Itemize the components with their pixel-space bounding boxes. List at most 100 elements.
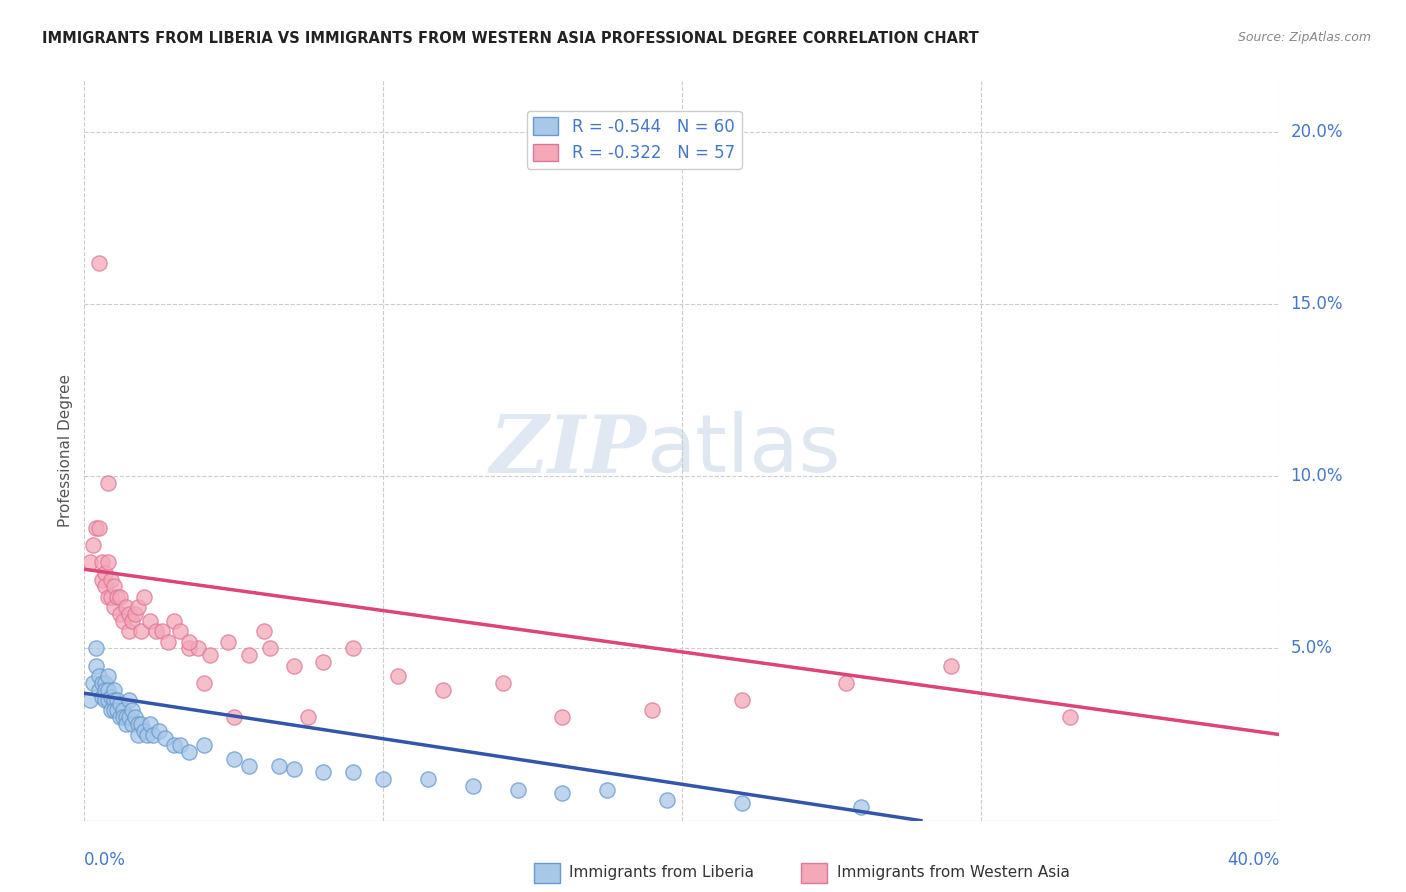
Point [259, 641, 281, 656]
Point [97, 555, 120, 569]
Point [103, 682, 125, 697]
Point [110, 710, 132, 724]
Point [124, 607, 146, 621]
Point [177, 745, 200, 759]
Point [283, 658, 305, 673]
Point [139, 717, 162, 731]
Point [129, 624, 152, 639]
Text: IMMIGRANTS FROM LIBERIA VS IMMIGRANTS FROM WESTERN ASIA PROFESSIONAL DEGREE CORR: IMMIGRANTS FROM LIBERIA VS IMMIGRANTS FR… [42, 31, 979, 46]
Point [139, 614, 162, 628]
Point [100, 703, 122, 717]
Y-axis label: Professional Degree: Professional Degree [58, 374, 73, 527]
Point [86, 641, 108, 656]
Text: atlas: atlas [647, 411, 841, 490]
Legend: R = -0.544   N = 60, R = -0.322   N = 57: R = -0.544 N = 60, R = -0.322 N = 57 [527, 111, 741, 169]
Point [97, 590, 120, 604]
Point [145, 624, 167, 639]
Point [731, 797, 754, 811]
Point [142, 727, 165, 741]
Point [238, 648, 260, 663]
Point [103, 693, 125, 707]
Point [267, 758, 290, 772]
Point [157, 634, 180, 648]
Point [97, 693, 120, 707]
Text: 40.0%: 40.0% [1227, 851, 1279, 869]
Point [105, 693, 128, 707]
Point [373, 772, 395, 787]
Point [115, 710, 138, 724]
Point [835, 676, 858, 690]
Point [79, 693, 101, 707]
Point [89, 521, 111, 535]
Text: 5.0%: 5.0% [1291, 640, 1333, 657]
Point [129, 717, 152, 731]
Point [238, 758, 260, 772]
Point [132, 590, 156, 604]
Point [312, 655, 335, 669]
Point [94, 676, 117, 690]
Text: Source: ZipAtlas.com: Source: ZipAtlas.com [1237, 31, 1371, 45]
Point [82, 676, 104, 690]
Point [79, 555, 101, 569]
Point [187, 641, 209, 656]
Point [121, 614, 143, 628]
Point [82, 538, 104, 552]
Point [89, 682, 111, 697]
Point [222, 752, 245, 766]
Point [150, 624, 173, 639]
Point [105, 590, 128, 604]
Point [97, 682, 120, 697]
Point [105, 703, 128, 717]
Point [100, 690, 122, 704]
Point [118, 710, 141, 724]
Point [506, 782, 529, 797]
Point [94, 693, 117, 707]
Point [124, 710, 146, 724]
Point [596, 782, 619, 797]
Point [342, 641, 364, 656]
Point [153, 731, 176, 745]
Point [118, 607, 141, 621]
Point [461, 779, 484, 793]
Point [112, 614, 135, 628]
Text: ZIP: ZIP [489, 412, 647, 489]
Text: Immigrants from Western Asia: Immigrants from Western Asia [837, 865, 1070, 880]
Point [110, 590, 132, 604]
Point [136, 727, 159, 741]
Point [148, 724, 170, 739]
Point [110, 607, 132, 621]
Point [551, 710, 574, 724]
Point [103, 579, 125, 593]
Point [432, 682, 454, 697]
Point [86, 521, 108, 535]
Point [91, 555, 114, 569]
Point [312, 765, 335, 780]
Point [132, 724, 156, 739]
Point [222, 710, 245, 724]
Point [387, 669, 409, 683]
Point [1059, 710, 1081, 724]
Point [94, 566, 117, 580]
Point [342, 765, 364, 780]
Point [94, 682, 117, 697]
Text: 15.0%: 15.0% [1291, 295, 1343, 313]
Point [94, 579, 117, 593]
Point [89, 256, 111, 270]
Point [217, 634, 239, 648]
Point [103, 600, 125, 615]
Point [163, 738, 186, 752]
Point [115, 600, 138, 615]
Point [100, 590, 122, 604]
Point [86, 658, 108, 673]
Point [115, 717, 138, 731]
Text: 10.0%: 10.0% [1291, 467, 1343, 485]
Point [97, 669, 120, 683]
Point [127, 717, 149, 731]
Point [89, 669, 111, 683]
Point [118, 693, 141, 707]
Point [198, 648, 221, 663]
Point [97, 476, 120, 491]
Point [551, 786, 574, 800]
Point [851, 800, 873, 814]
Point [91, 573, 114, 587]
